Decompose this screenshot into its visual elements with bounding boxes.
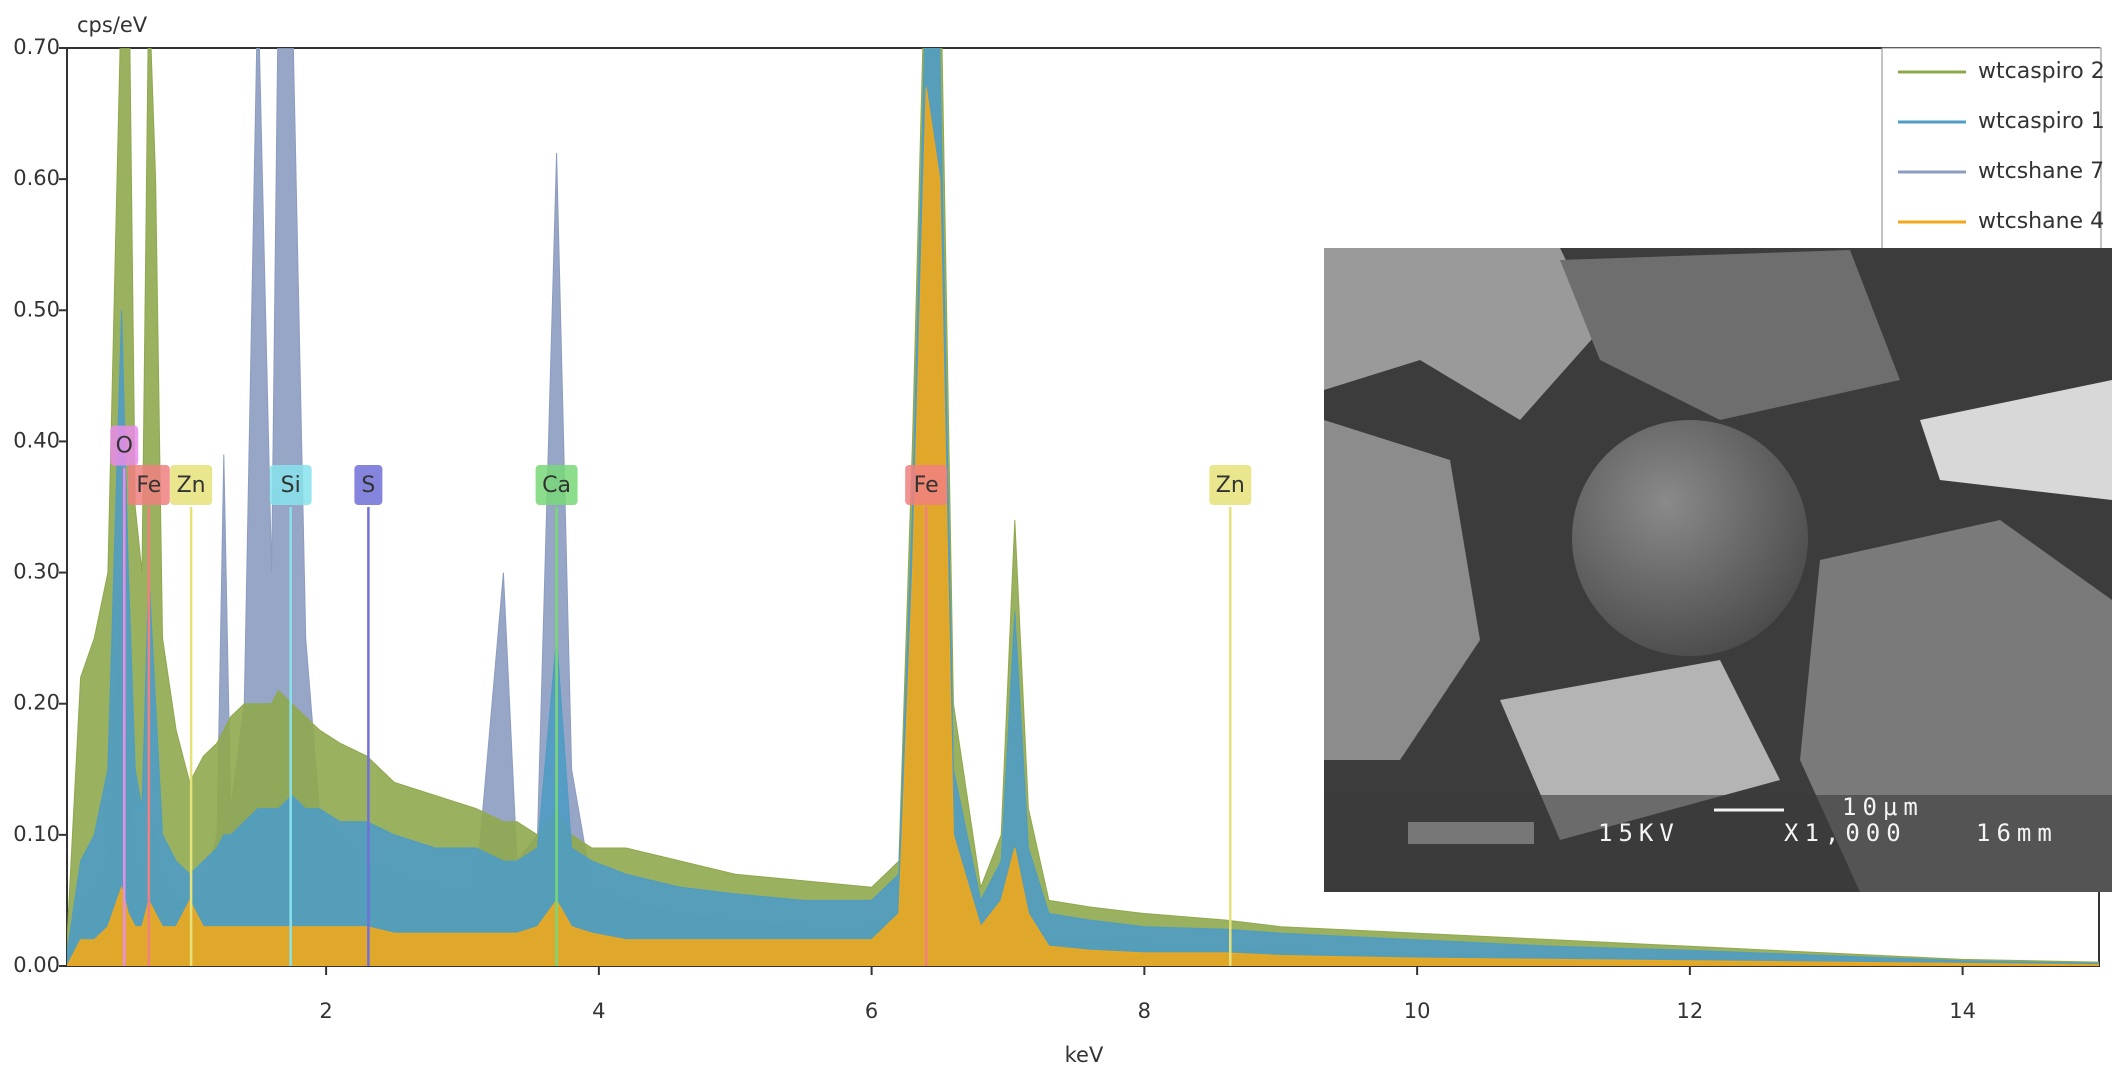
y-tick-label: 0.40 bbox=[13, 428, 60, 452]
x-tick-label: 2 bbox=[319, 999, 332, 1023]
x-tick-label: 6 bbox=[865, 999, 878, 1023]
element-label-box bbox=[269, 465, 312, 505]
element-label: S bbox=[361, 473, 375, 498]
y-tick-label: 0.60 bbox=[13, 166, 60, 190]
plot-layer bbox=[67, 48, 2099, 966]
sem-scale: 10μm bbox=[1842, 793, 1924, 821]
sem-bar bbox=[1408, 822, 1534, 844]
legend-box bbox=[1881, 47, 2102, 250]
sem-particle bbox=[1324, 420, 1480, 760]
y-tick-label: 0.20 bbox=[13, 691, 60, 715]
element-label-box bbox=[127, 465, 170, 505]
x-tick-label: 12 bbox=[1677, 999, 1704, 1023]
legend-label: wtcaspiro 2 bbox=[1978, 59, 2105, 84]
sem-sphere bbox=[1572, 420, 1808, 656]
spectrum-area bbox=[67, 87, 2099, 966]
element-label: O bbox=[116, 434, 133, 459]
x-tick-label: 4 bbox=[592, 999, 605, 1023]
y-axis-label: cps/eV bbox=[77, 13, 148, 37]
sem-magnification: X1,000 bbox=[1784, 819, 1907, 847]
y-tick-label: 0.70 bbox=[13, 35, 60, 59]
element-label-box bbox=[905, 465, 948, 505]
legend-label: wtcshane 7 bbox=[1978, 159, 2104, 184]
x-axis-label: keV bbox=[1065, 1043, 1104, 1067]
sem-particle bbox=[1324, 248, 1600, 420]
element-label-box bbox=[535, 465, 578, 505]
y-tick-label: 0.00 bbox=[13, 953, 60, 977]
sem-particle bbox=[1560, 250, 1900, 420]
x-tick-label: 8 bbox=[1138, 999, 1151, 1023]
element-label-box bbox=[354, 465, 383, 505]
y-tick-label: 0.50 bbox=[13, 297, 60, 321]
x-tick-label: 10 bbox=[1404, 999, 1431, 1023]
sem-kv: 15KV bbox=[1598, 819, 1680, 847]
element-label: Si bbox=[281, 473, 301, 498]
spectrum-area bbox=[67, 48, 2099, 966]
element-label-box bbox=[170, 465, 213, 505]
element-label: Ca bbox=[542, 473, 571, 498]
element-label: Fe bbox=[914, 473, 939, 498]
legend-label: wtcaspiro 1 bbox=[1978, 109, 2105, 134]
element-label: Zn bbox=[1216, 473, 1245, 498]
legend-label: wtcshane 4 bbox=[1978, 209, 2104, 234]
element-label: Fe bbox=[136, 473, 161, 498]
element-label-box bbox=[110, 425, 139, 466]
y-tick-label: 0.10 bbox=[13, 822, 60, 846]
legend: wtcaspiro 2 wtcaspiro 1 wtcshane 7 wtcshane… bbox=[1881, 47, 2105, 250]
element-label: Zn bbox=[177, 473, 206, 498]
element-label-box bbox=[1209, 465, 1252, 505]
y-tick-label: 0.30 bbox=[13, 560, 60, 584]
sem-distance: 16mm bbox=[1976, 819, 2058, 847]
x-tick-label: 14 bbox=[1949, 999, 1976, 1023]
sem-image: 10μm 15KV X1,000 16mm bbox=[1324, 248, 2112, 892]
sem-particle bbox=[1920, 380, 2112, 500]
